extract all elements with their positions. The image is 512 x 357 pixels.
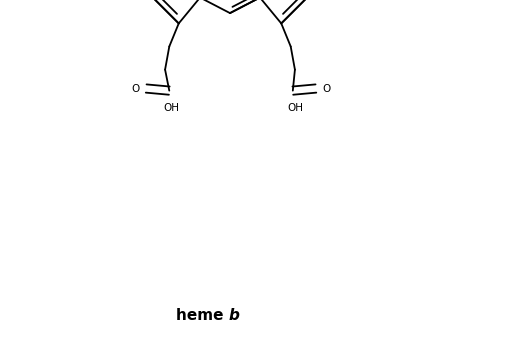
Text: OH: OH: [287, 104, 303, 114]
Text: heme: heme: [176, 307, 229, 322]
Text: O: O: [132, 84, 140, 94]
Text: OH: OH: [163, 104, 179, 114]
Text: O: O: [322, 84, 331, 94]
Text: b: b: [229, 307, 240, 322]
